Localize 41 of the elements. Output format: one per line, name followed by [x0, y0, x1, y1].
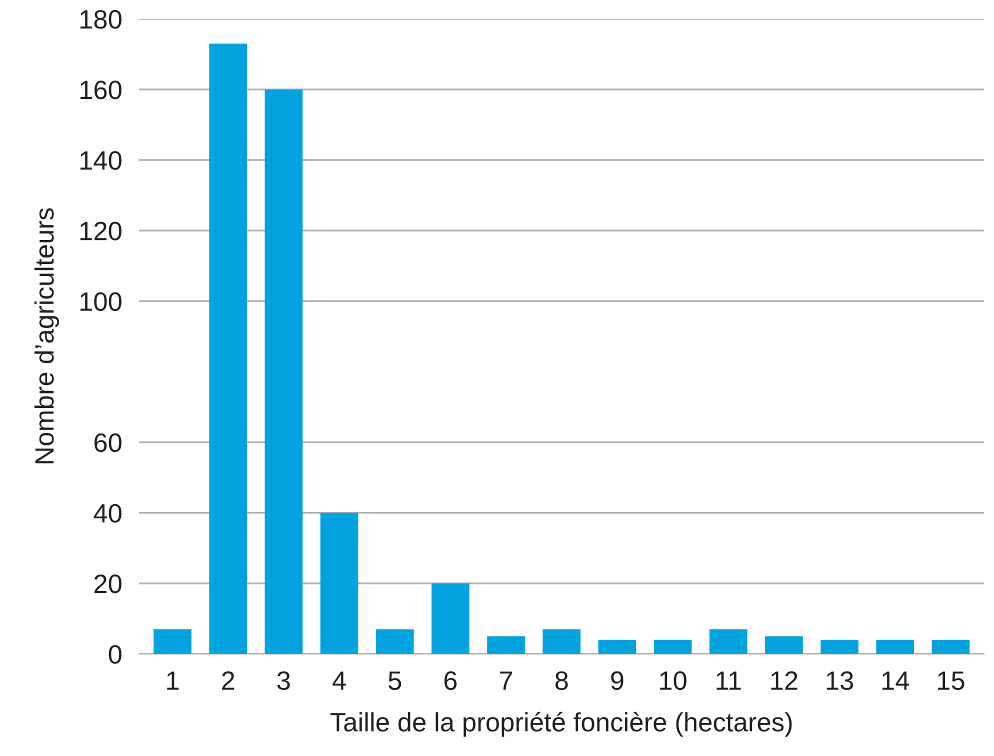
- x-axis-title: Taille de la propriété foncière (hectares): [330, 712, 792, 737]
- x-tick-label: 5: [388, 672, 402, 690]
- bar: [932, 640, 970, 654]
- x-tick-label: 8: [555, 671, 568, 690]
- bar: [487, 636, 525, 654]
- x-tick-label: 6: [444, 671, 457, 690]
- y-axis-title: Nombre d’agriculteurs: [34, 208, 60, 464]
- bar: [820, 640, 858, 654]
- y-tick-label: 180: [80, 10, 122, 29]
- bar: [376, 629, 414, 654]
- bar: [154, 629, 192, 654]
- bar: [654, 640, 692, 654]
- x-tick-label: 13: [826, 671, 854, 690]
- bar: [542, 629, 581, 654]
- x-tick-label: 14: [882, 672, 910, 690]
- bar: [876, 640, 914, 654]
- y-tick-label: 40: [94, 504, 122, 523]
- x-tick-label: 15: [938, 672, 964, 690]
- bar: [320, 512, 358, 654]
- y-tick-label: 100: [80, 292, 122, 311]
- x-tick-label: 1: [167, 672, 179, 690]
- x-tick-label: 9: [611, 671, 624, 690]
- x-tick-label: 2: [222, 671, 234, 690]
- x-tick-label: 3: [277, 671, 290, 690]
- bar: [209, 44, 247, 654]
- y-tick-label: 60: [94, 433, 122, 452]
- x-tick-label: 10: [660, 671, 686, 690]
- bar: [264, 89, 303, 654]
- x-tick-label: 12: [771, 671, 798, 690]
- bar: [432, 583, 470, 654]
- bar: [709, 629, 748, 654]
- x-tick-label: 4: [332, 672, 346, 690]
- x-tick-label: 7: [500, 672, 512, 690]
- y-tick-label: 140: [80, 151, 122, 170]
- bar: [598, 640, 636, 654]
- y-tick-label: 0: [108, 645, 122, 664]
- x-tick-label: 11: [716, 672, 741, 690]
- y-tick-label: 120: [80, 222, 122, 240]
- y-tick-label: 160: [80, 80, 122, 100]
- y-tick-label: 20: [94, 574, 122, 594]
- bar: [765, 636, 803, 654]
